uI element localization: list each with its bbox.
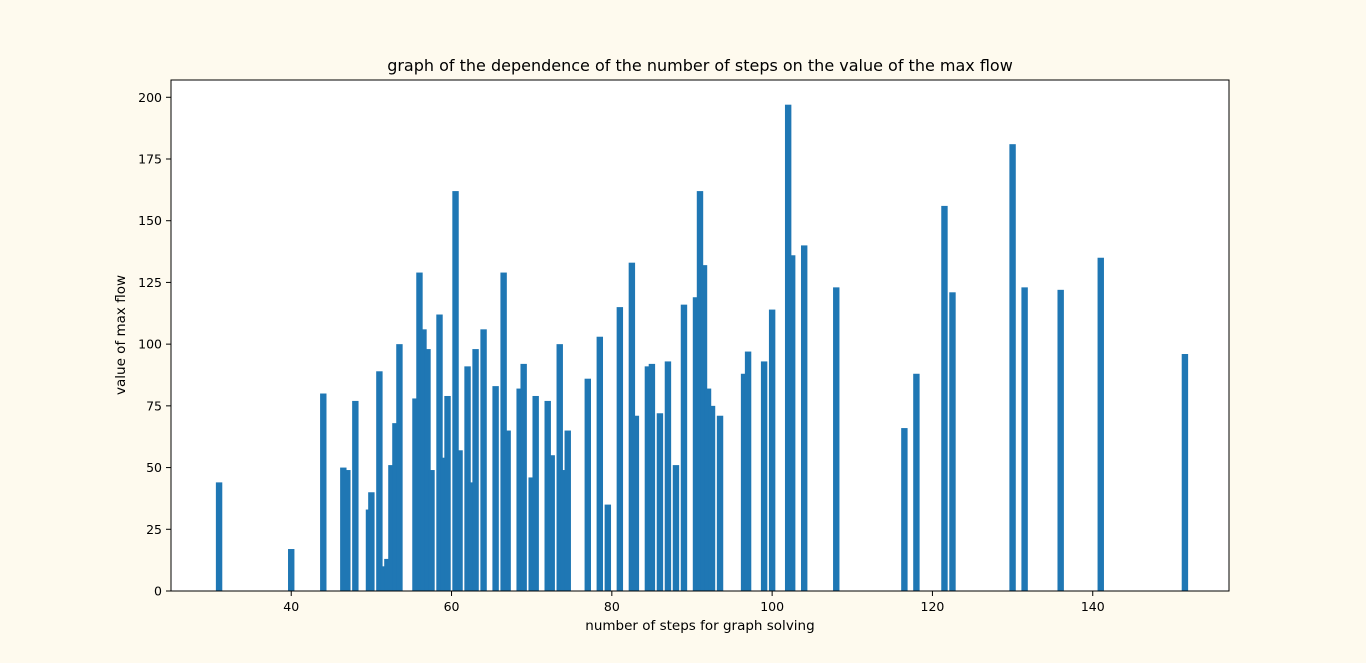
bar-27 <box>480 329 487 591</box>
bar-26 <box>472 349 479 591</box>
bar-33 <box>528 477 535 591</box>
bar-22 <box>452 191 459 591</box>
bar-20 <box>440 457 447 591</box>
y-tick-label: 150 <box>138 213 162 228</box>
y-tick-label: 0 <box>154 584 162 599</box>
bar-24 <box>464 366 471 591</box>
bar-56 <box>708 405 716 591</box>
bar-39 <box>564 430 571 591</box>
y-tick-label: 50 <box>146 460 162 475</box>
bar-51 <box>680 304 688 591</box>
bar-69 <box>949 292 956 591</box>
x-axis-label: number of steps for graph solving <box>585 618 814 634</box>
bar-54 <box>700 265 708 591</box>
bar-37 <box>556 344 563 591</box>
y-tick-label: 200 <box>138 90 162 105</box>
bar-30 <box>504 430 511 591</box>
bar-55 <box>704 388 712 591</box>
bar-50 <box>672 465 680 591</box>
y-tick-label: 175 <box>138 151 162 166</box>
bar-68 <box>941 205 948 591</box>
x-tick-label: 140 <box>1081 599 1105 614</box>
bar-14 <box>412 398 419 591</box>
x-axis-ticks: 40 60 80 100 120 140 <box>283 591 1105 614</box>
bar-8 <box>376 371 383 591</box>
y-tick-label: 75 <box>146 398 162 413</box>
x-tick-label: 80 <box>604 599 620 614</box>
bar-18 <box>428 470 435 591</box>
y-axis-label: value of max flow <box>113 275 129 395</box>
bar-28 <box>492 386 499 591</box>
bar-71 <box>1021 287 1028 591</box>
bar-21 <box>444 395 451 591</box>
bar-17 <box>424 349 431 591</box>
bar-3 <box>340 467 347 591</box>
bar-31 <box>516 388 523 591</box>
y-tick-label: 25 <box>146 522 162 537</box>
bar-74 <box>1181 354 1189 591</box>
bar-58 <box>740 373 748 591</box>
bar-65 <box>833 287 840 591</box>
x-tick-label: 60 <box>444 599 460 614</box>
x-tick-label: 40 <box>283 599 299 614</box>
bar-0 <box>215 482 223 591</box>
bar-59 <box>744 351 752 591</box>
bar-53 <box>696 191 704 591</box>
bar-73 <box>1097 257 1104 591</box>
bar-12 <box>392 423 399 591</box>
bar-67 <box>913 373 920 591</box>
bar-49 <box>664 361 672 591</box>
bar-41 <box>596 336 604 591</box>
bar-9 <box>380 566 387 591</box>
bar-15 <box>416 272 423 591</box>
y-axis-ticks: 0 25 50 75 100 125 150 175 200 <box>138 90 171 599</box>
chart-title: graph of the dependence of the number of… <box>387 56 1013 75</box>
bar-5 <box>352 400 359 591</box>
bar-13 <box>396 344 403 591</box>
bars-group <box>215 104 1189 591</box>
bar-19 <box>436 314 443 591</box>
bar-4 <box>344 470 351 591</box>
bar-40 <box>584 378 591 591</box>
bar-62 <box>784 104 792 591</box>
bar-57 <box>716 415 724 591</box>
bar-2 <box>320 393 327 591</box>
bar-25 <box>468 482 475 591</box>
y-tick-label: 125 <box>138 275 162 290</box>
bar-48 <box>656 413 664 591</box>
bar-70 <box>1009 144 1016 591</box>
bar-1 <box>288 549 295 591</box>
bar-35 <box>544 400 551 591</box>
bar-47 <box>648 363 656 591</box>
bar-52 <box>692 297 700 591</box>
bar-60 <box>760 361 768 591</box>
bar-42 <box>604 504 612 591</box>
x-tick-label: 100 <box>760 599 784 614</box>
bar-72 <box>1057 289 1064 591</box>
bar-36 <box>548 455 555 591</box>
bar-44 <box>628 262 636 591</box>
plot-frame <box>170 79 1230 592</box>
bar-16 <box>420 329 427 591</box>
bar-10 <box>384 558 391 591</box>
bar-29 <box>500 272 507 591</box>
bar-11 <box>388 465 395 591</box>
bar-46 <box>644 366 652 591</box>
bar-45 <box>632 415 640 591</box>
bar-34 <box>532 395 539 591</box>
bar-7 <box>368 492 375 591</box>
bar-43 <box>616 307 624 591</box>
bar-64 <box>800 245 808 591</box>
bar-38 <box>560 470 567 591</box>
x-tick-label: 120 <box>921 599 945 614</box>
bar-61 <box>768 309 776 591</box>
bar-23 <box>456 450 463 591</box>
bar-32 <box>520 363 527 591</box>
bar-63 <box>788 255 796 591</box>
y-tick-label: 100 <box>138 337 162 352</box>
bar-66 <box>901 428 908 591</box>
